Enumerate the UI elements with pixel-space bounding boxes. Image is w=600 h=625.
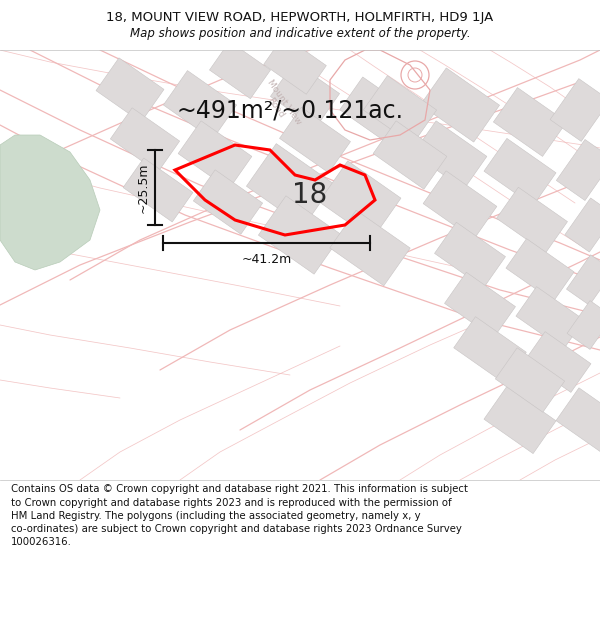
Polygon shape <box>565 198 600 252</box>
Polygon shape <box>340 77 410 143</box>
Polygon shape <box>271 62 340 128</box>
Polygon shape <box>423 171 497 239</box>
Polygon shape <box>280 107 350 172</box>
Polygon shape <box>319 161 401 239</box>
Polygon shape <box>506 239 574 301</box>
Text: ~25.5m: ~25.5m <box>137 162 150 212</box>
Polygon shape <box>566 255 600 305</box>
Polygon shape <box>247 144 334 226</box>
Polygon shape <box>259 196 341 274</box>
Text: ~41.2m: ~41.2m <box>241 253 292 266</box>
Polygon shape <box>493 88 566 156</box>
Polygon shape <box>263 36 326 94</box>
Polygon shape <box>110 107 179 172</box>
Polygon shape <box>421 68 500 142</box>
Polygon shape <box>364 76 437 144</box>
Text: Map shows position and indicative extent of the property.: Map shows position and indicative extent… <box>130 27 470 40</box>
Polygon shape <box>556 139 600 201</box>
Polygon shape <box>496 348 565 413</box>
Polygon shape <box>484 386 556 454</box>
Polygon shape <box>454 317 526 383</box>
Polygon shape <box>497 188 568 253</box>
Polygon shape <box>434 222 505 288</box>
Polygon shape <box>484 138 556 206</box>
Polygon shape <box>0 135 100 270</box>
Polygon shape <box>178 121 252 189</box>
Text: 18, MOUNT VIEW ROAD, HEPWORTH, HOLMFIRTH, HD9 1JA: 18, MOUNT VIEW ROAD, HEPWORTH, HOLMFIRTH… <box>106 11 494 24</box>
Polygon shape <box>567 301 600 349</box>
Polygon shape <box>163 71 236 139</box>
Polygon shape <box>96 58 164 122</box>
Text: Contains OS data © Crown copyright and database right 2021. This information is : Contains OS data © Crown copyright and d… <box>11 484 468 547</box>
Polygon shape <box>516 287 584 349</box>
Polygon shape <box>550 79 600 141</box>
Text: ~491m²/~0.121ac.: ~491m²/~0.121ac. <box>176 98 404 122</box>
Text: Mount View
Road: Mount View Road <box>257 78 303 132</box>
Polygon shape <box>330 210 410 286</box>
Polygon shape <box>445 272 515 338</box>
Polygon shape <box>556 388 600 452</box>
Text: 18: 18 <box>292 181 328 209</box>
Polygon shape <box>525 332 591 392</box>
Polygon shape <box>123 158 193 222</box>
Polygon shape <box>209 41 271 99</box>
Polygon shape <box>193 170 263 234</box>
Polygon shape <box>373 121 447 189</box>
Polygon shape <box>413 121 487 189</box>
